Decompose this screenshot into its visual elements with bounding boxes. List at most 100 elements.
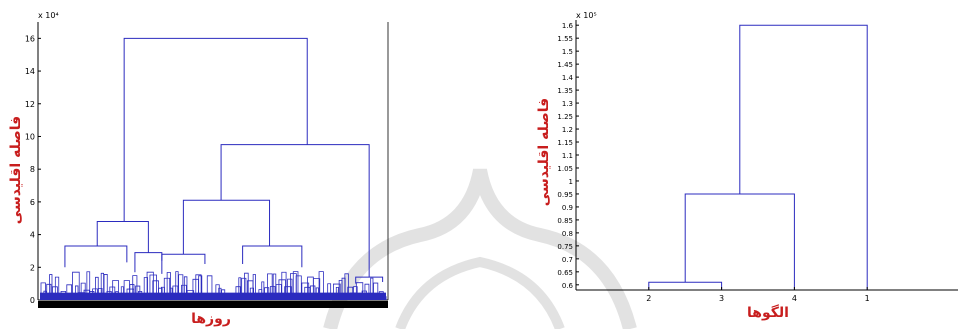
chart-right-y-tick-label: 1.5 [562, 48, 573, 56]
chart-left-link-left-branch [96, 221, 149, 253]
chart-left-leaf-link [252, 274, 256, 300]
chart-left-leaf-link [46, 283, 52, 300]
chart-left-y-tick-label: 8 [30, 165, 35, 174]
chart-left-leaf-link [301, 282, 310, 300]
chart-left-link-right-branch [220, 144, 370, 278]
chart-left-leaf-link [149, 274, 157, 300]
chart-right-y-tick-label: 1.1 [562, 152, 573, 160]
chart-left-y-tick-label: 6 [30, 198, 35, 207]
chart-right-leaf-label: 4 [792, 294, 797, 303]
chart-right-x-leaf-labels: 2 3 4 1 [646, 287, 870, 303]
chart-left-leaf-link [66, 284, 73, 300]
chart-right-y-multiplier: x 10⁵ [576, 11, 597, 20]
chart-left-leaf-link [370, 277, 374, 300]
chart-right-y-tick-label: 0.9 [562, 204, 573, 212]
chart-right-y-tick-label: 1.05 [557, 165, 573, 173]
chart-left-leaf-link [86, 271, 91, 300]
chart-left-leaf-link [103, 274, 108, 300]
chart-left-leaf-link [146, 271, 154, 300]
chart-left-link-sub-e [355, 276, 384, 284]
chart-left-y-tick-label: 12 [25, 100, 35, 109]
chart-left-leaf-link [364, 283, 370, 300]
chart-left-leaf-link [183, 276, 188, 300]
chart-right-leaf-label: 3 [719, 294, 724, 303]
chart-left-leaf-link [129, 284, 135, 300]
chart-left-leaf-link [281, 271, 287, 300]
chart-right-y-tick-label: 1.3 [562, 100, 573, 108]
chart-left-links [64, 37, 384, 284]
chart-left-leaf-link [206, 275, 213, 300]
chart-left-leaf-link [244, 272, 249, 300]
chart-left-y-tick-label: 10 [25, 132, 35, 141]
chart-right-y-tick-label: 1.25 [557, 113, 573, 121]
chart-left-leaf-link [215, 284, 220, 300]
chart-right-leaf-label: 2 [646, 294, 651, 303]
chart-right-y-tick-label: 1.2 [562, 126, 573, 134]
chart-left-link-sub-c [161, 253, 206, 265]
watermark-arch [323, 168, 637, 331]
chart-right-links [648, 24, 868, 290]
chart-left-y-ticks: 0 2 4 6 8 10 12 14 16 [25, 34, 41, 305]
chart-right-y-axis-label: فاصله اقلیدسی [536, 98, 552, 206]
chart-left-leaf-link [166, 272, 171, 300]
chart-right-y-tick-label: 1.15 [557, 139, 573, 147]
chart-left-leaf-link [312, 278, 321, 300]
chart-left-leaf-link [132, 275, 138, 300]
chart-left-link-root [123, 37, 308, 222]
chart-left-leaf-label-band [38, 301, 388, 308]
chart-left-leaf-link [295, 275, 302, 300]
chart-left-leaf-link [100, 272, 104, 300]
chart-right-link-2-3 [648, 281, 723, 290]
chart-right-y-tick-label: 1.35 [557, 87, 573, 95]
chart-left-leaf-link [198, 275, 203, 300]
chart-left-leaf-link [238, 277, 242, 300]
chart-right-y-tick-label: 0.75 [557, 243, 573, 251]
chart-left-leaf-link [112, 280, 119, 300]
chart-right-y-tick-label: 1.4 [562, 74, 574, 82]
chart-left-leaf-link [373, 282, 379, 300]
chart-right-leaf-label: 1 [865, 294, 870, 303]
chart-left-y-tick-label: 4 [30, 231, 35, 240]
chart-left-link-sub-b [134, 252, 163, 274]
chart-left-leaf-link [175, 271, 179, 300]
watermark-inner-arch [395, 256, 565, 331]
chart-right-y-tick-label: 0.85 [557, 217, 573, 225]
chart-right-dendrogram-patterns: 0.6 0.65 0.7 0.75 0.8 0.85 0.9 0.95 1 1.05 1.1 1.15… [536, 11, 958, 321]
chart-left-leaf-link [318, 271, 324, 300]
chart-left-y-tick-label: 0 [30, 296, 35, 305]
chart-right-y-tick-label: 0.8 [562, 230, 573, 238]
chart-left-leaf-link [241, 277, 247, 300]
chart-left-leaf-link [143, 277, 148, 300]
chart-right-y-tick-label: 1.45 [557, 61, 573, 69]
chart-left-axes [37, 22, 389, 308]
chart-left-link-sub-d [242, 245, 303, 268]
chart-left-leaf-dense-band [40, 292, 386, 300]
chart-left-leaf-link [267, 273, 273, 300]
chart-left-leaf-link [327, 283, 332, 300]
chart-left-leaf-link [80, 282, 86, 300]
chart-left-link-mid [182, 199, 271, 255]
chart-left-leaf-link [287, 278, 293, 300]
chart-right-y-tick-label: 1.6 [562, 22, 574, 30]
chart-left-y-tick-label: 2 [30, 263, 35, 272]
chart-left-leaf-link [333, 283, 341, 300]
chart-left-y-axis-label: فاصله اقلیدسی [8, 116, 24, 224]
chart-left-leaf-link [178, 274, 184, 300]
chart-right-link-23-4 [684, 193, 795, 290]
chart-left-y-multiplier: x 10⁴ [38, 11, 59, 20]
chart-left-x-axis-label: روزها [191, 311, 231, 327]
chart-left-leaf-links [40, 271, 387, 300]
chart-left-leaf-link [49, 274, 53, 300]
chart-right-y-ticks: 0.6 0.65 0.7 0.75 0.8 0.85 0.9 0.95 1 1.05 1.1 1.15… [557, 22, 579, 290]
chart-left-leaf-link [54, 276, 60, 300]
chart-right-y-tick-label: 0.95 [557, 191, 573, 199]
chart-right-link-234-1 [739, 24, 868, 290]
watermark-ornament [323, 168, 637, 331]
chart-right-y-tick-label: 0.65 [557, 269, 573, 277]
chart-left-link-sub-a [64, 245, 128, 268]
chart-right-axes [575, 20, 958, 291]
chart-left-dendrogram-days: 0 2 4 6 8 10 12 14 16 x 10⁴ فاصله اقلیدسی روزها [8, 11, 389, 327]
chart-right-x-axis-label: الگوها [747, 304, 789, 321]
